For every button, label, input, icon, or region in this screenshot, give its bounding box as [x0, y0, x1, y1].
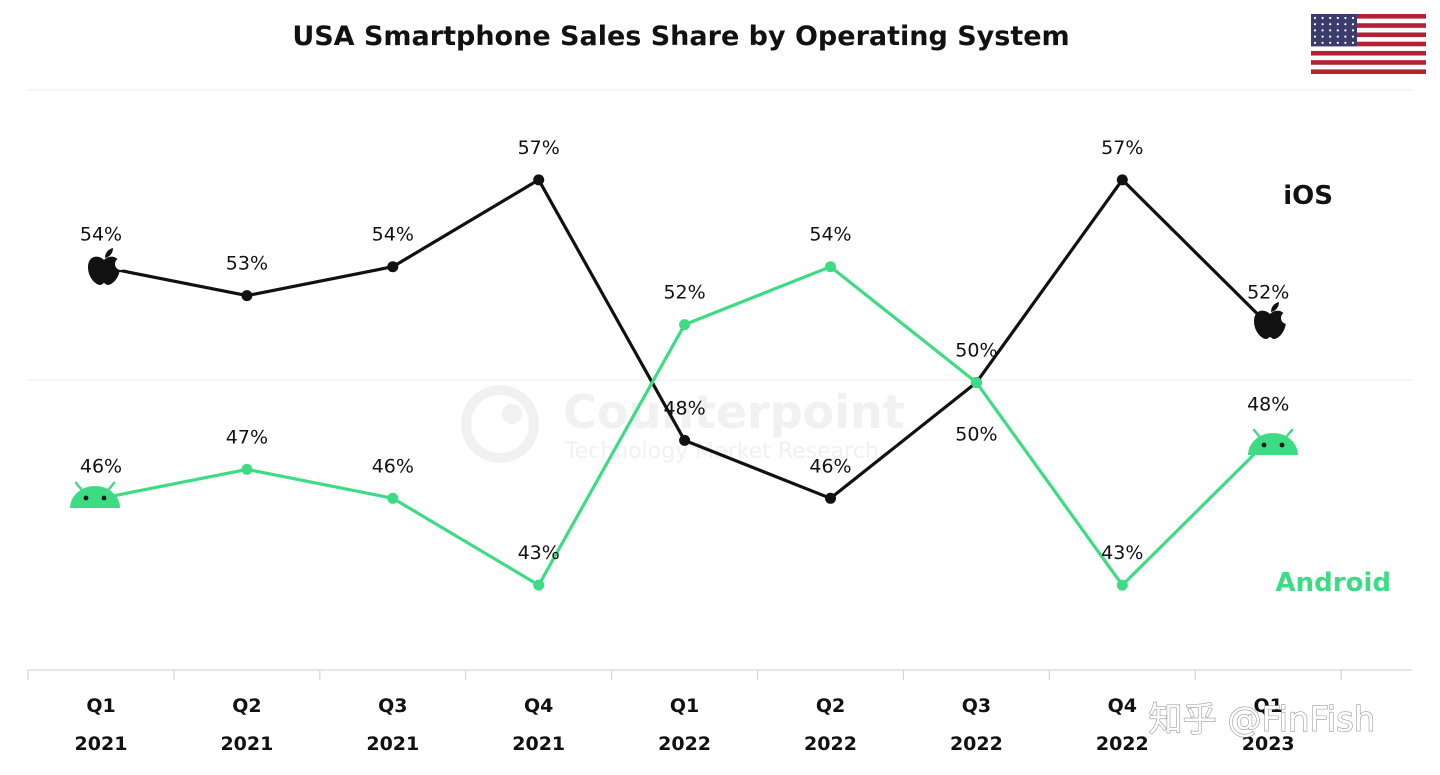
x-tick-quarter: Q3	[962, 695, 991, 717]
data-point-android	[1116, 579, 1128, 591]
data-point-android	[679, 319, 691, 331]
data-point-android	[533, 579, 545, 591]
apple-logo-icon	[88, 248, 127, 285]
x-axis-ticks	[27, 670, 1342, 680]
data-point-ios	[241, 290, 253, 302]
x-tick-quarter: Q2	[232, 695, 261, 717]
x-tick-quarter: Q1	[1254, 695, 1283, 717]
data-point-ios	[825, 492, 836, 504]
value-labels: 54% 46% 53% 47% 54% 46% 57% 43% 52% 48% 54% 46% 50% 5…	[80, 137, 1289, 564]
data-point-android	[387, 492, 399, 504]
x-tick-quarter: Q1	[670, 695, 699, 717]
apple-logo-icon	[1254, 302, 1293, 339]
x-tick-year: 2021	[512, 733, 565, 755]
data-point-ios	[1116, 174, 1128, 186]
value-label-ios: 54%	[372, 224, 414, 246]
x-tick-year: 2021	[75, 733, 128, 755]
x-tick-year: 2021	[366, 733, 419, 755]
x-tick-year: 2023	[1242, 733, 1295, 755]
x-tick-year: 2022	[658, 733, 711, 755]
data-point-ios	[533, 174, 545, 186]
value-label-android: 43%	[1101, 542, 1143, 564]
value-label-android: 46%	[80, 455, 122, 477]
x-tick-year: 2021	[220, 733, 273, 755]
value-label-ios: 57%	[518, 137, 560, 159]
value-label-android: 54%	[809, 224, 851, 246]
data-point-android	[241, 463, 253, 475]
data-point-ios	[679, 434, 691, 446]
x-tick-quarter: Q4	[1108, 695, 1137, 717]
value-label-ios: 54%	[80, 224, 122, 246]
x-tick-quarter: Q2	[816, 695, 845, 717]
usa-flag-icon	[1311, 14, 1426, 74]
value-label-android: 43%	[518, 542, 560, 564]
x-tick-year: 2022	[950, 733, 1003, 755]
value-label-android: 48%	[1247, 393, 1289, 415]
series-label-ios: iOS	[1283, 181, 1333, 211]
data-point-android	[825, 261, 836, 273]
data-point-ios	[387, 261, 399, 273]
value-label-android: 52%	[663, 282, 705, 304]
data-point-android	[970, 377, 982, 388]
platform-watermark: 知乎 @FinFish	[1149, 700, 1376, 740]
series-layer	[100, 174, 1270, 591]
value-label-ios: 53%	[226, 253, 268, 275]
value-label-ios: 48%	[663, 397, 705, 419]
x-axis-labels: Q1 2021 Q2 2021 Q3 2021 Q4 2021 Q1 2022 Q2 2022 Q3 20…	[75, 695, 1295, 755]
x-tick-year: 2022	[1096, 733, 1149, 755]
series-label-android: Android	[1276, 568, 1391, 598]
x-tick-quarter: Q4	[524, 695, 553, 717]
android-logo-icon	[70, 481, 120, 508]
grid-lines	[28, 89, 1412, 671]
value-label-ios: 57%	[1101, 137, 1143, 159]
value-label-ios: 50%	[955, 340, 997, 362]
value-label-ios: 52%	[1247, 282, 1289, 304]
x-tick-quarter: Q1	[86, 695, 115, 717]
x-tick-year: 2022	[804, 733, 857, 755]
android-logo-icon	[1248, 428, 1298, 455]
value-label-ios: 46%	[809, 455, 851, 477]
value-label-android: 46%	[372, 455, 414, 477]
counterpoint-watermark: Counterpoint Technology Market Research	[461, 385, 905, 464]
x-tick-quarter: Q3	[378, 695, 407, 717]
watermark-brand: Counterpoint	[563, 385, 905, 439]
value-label-android: 50%	[955, 424, 997, 446]
value-label-android: 47%	[226, 426, 268, 448]
chart-title: USA Smartphone Sales Share by Operating …	[292, 21, 1069, 52]
